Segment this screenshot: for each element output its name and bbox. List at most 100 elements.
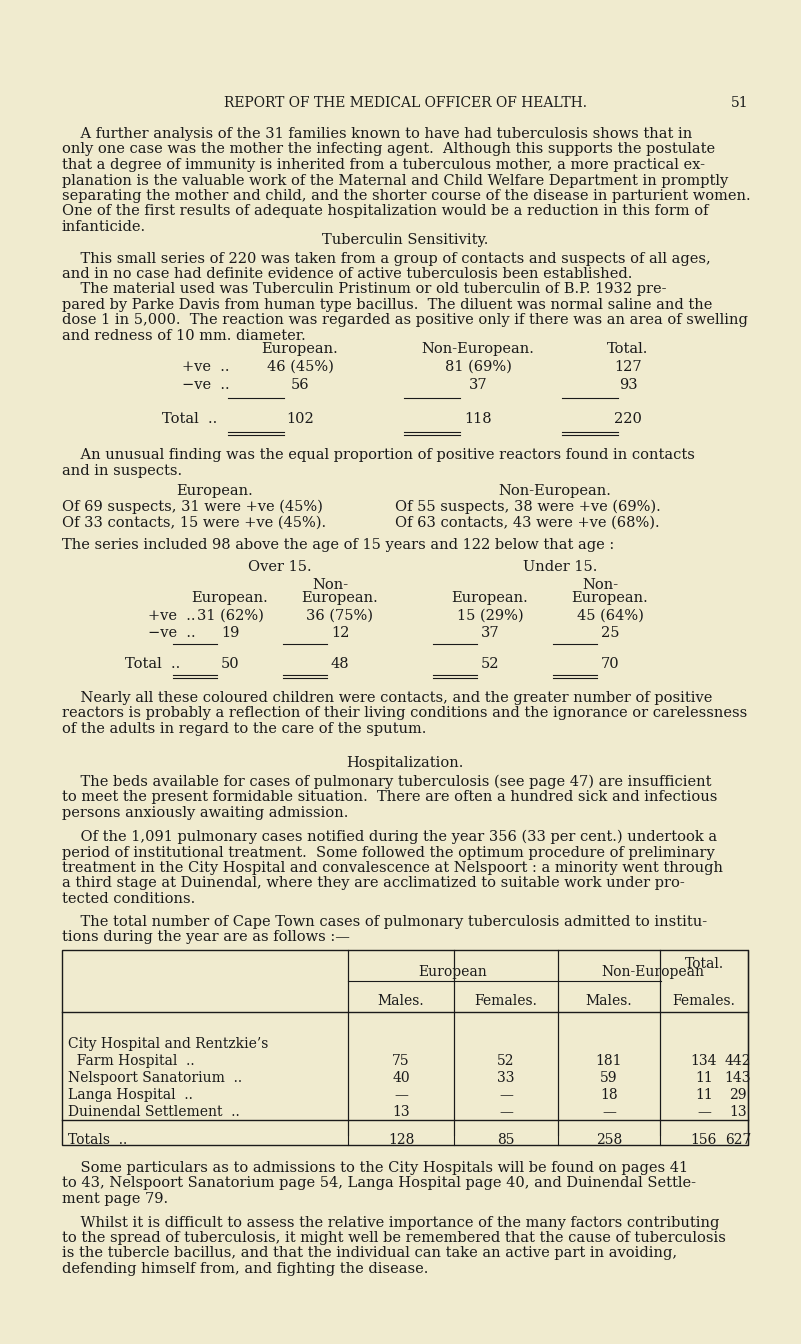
- Text: 59: 59: [600, 1071, 618, 1085]
- Text: —: —: [499, 1089, 513, 1102]
- Text: −ve  ..: −ve ..: [148, 626, 195, 640]
- Text: infanticide.: infanticide.: [62, 220, 146, 234]
- Text: The series included 98 above the age of 15 years and 122 below that age :: The series included 98 above the age of …: [62, 538, 614, 552]
- Text: One of the first results of adequate hospitalization would be a reduction in thi: One of the first results of adequate hos…: [62, 204, 709, 219]
- Text: —: —: [499, 1105, 513, 1120]
- Text: tected conditions.: tected conditions.: [62, 892, 195, 906]
- Text: 13: 13: [729, 1105, 747, 1120]
- Text: European.: European.: [302, 591, 378, 605]
- Text: 11: 11: [695, 1071, 713, 1085]
- Text: and in no case had definite evidence of active tuberculosis been established.: and in no case had definite evidence of …: [62, 267, 632, 281]
- Text: 19: 19: [221, 626, 239, 640]
- Text: −ve  ..: −ve ..: [182, 378, 230, 392]
- Text: 33: 33: [497, 1071, 515, 1085]
- Text: 181: 181: [596, 1054, 622, 1068]
- Text: 56: 56: [291, 378, 309, 392]
- Text: 25: 25: [601, 626, 619, 640]
- Text: and in suspects.: and in suspects.: [62, 464, 182, 477]
- Text: Some particulars as to admissions to the City Hospitals will be found on pages 4: Some particulars as to admissions to the…: [62, 1161, 688, 1175]
- Text: Females.: Females.: [474, 995, 537, 1008]
- Text: 81 (69%): 81 (69%): [445, 360, 511, 374]
- Text: 75: 75: [392, 1054, 410, 1068]
- Text: Non-European: Non-European: [602, 965, 705, 978]
- Text: of the adults in regard to the care of the sputum.: of the adults in regard to the care of t…: [62, 722, 426, 737]
- Text: Non-European.: Non-European.: [498, 484, 611, 499]
- Text: a third stage at Duinendal, where they are acclimatized to suitable work under p: a third stage at Duinendal, where they a…: [62, 876, 685, 891]
- Text: 220: 220: [614, 413, 642, 426]
- Text: +ve  ..: +ve ..: [148, 609, 195, 624]
- Text: 52: 52: [497, 1054, 515, 1068]
- Text: Total.: Total.: [684, 957, 723, 970]
- Text: and redness of 10 mm. diameter.: and redness of 10 mm. diameter.: [62, 328, 306, 343]
- Text: treatment in the City Hospital and convalescence at Nelspoort : a minority went : treatment in the City Hospital and conva…: [62, 862, 723, 875]
- Text: European.: European.: [177, 484, 253, 499]
- Text: Langa Hospital  ..: Langa Hospital ..: [68, 1089, 193, 1102]
- Text: Non-: Non-: [582, 578, 618, 591]
- Text: 15 (29%): 15 (29%): [457, 609, 523, 624]
- Text: only one case was the mother the infecting agent.  Although this supports the po: only one case was the mother the infecti…: [62, 142, 715, 156]
- Text: period of institutional treatment.  Some followed the optimum procedure of preli: period of institutional treatment. Some …: [62, 845, 714, 860]
- Text: European.: European.: [572, 591, 648, 605]
- Text: —: —: [394, 1089, 408, 1102]
- Text: 156: 156: [690, 1133, 717, 1146]
- Bar: [62, 950, 748, 1145]
- Text: Nelspoort Sanatorium  ..: Nelspoort Sanatorium ..: [68, 1071, 242, 1085]
- Text: —: —: [697, 1105, 711, 1120]
- Text: is the tubercle bacillus, and that the individual can take an active part in avo: is the tubercle bacillus, and that the i…: [62, 1246, 677, 1261]
- Text: defending himself from, and fighting the disease.: defending himself from, and fighting the…: [62, 1262, 429, 1275]
- Text: 70: 70: [601, 657, 619, 671]
- Text: reactors is probably a reflection of their living conditions and the ignorance o: reactors is probably a reflection of the…: [62, 707, 747, 720]
- Text: 127: 127: [614, 360, 642, 374]
- Text: dose 1 in 5,000.  The reaction was regarded as positive only if there was an are: dose 1 in 5,000. The reaction was regard…: [62, 313, 748, 327]
- Text: Males.: Males.: [586, 995, 632, 1008]
- Text: Of the 1,091 pulmonary cases notified during the year 356 (33 per cent.) underto: Of the 1,091 pulmonary cases notified du…: [62, 831, 717, 844]
- Text: Non-: Non-: [312, 578, 348, 591]
- Text: The total number of Cape Town cases of pulmonary tuberculosis admitted to instit: The total number of Cape Town cases of p…: [62, 915, 707, 929]
- Text: to the spread of tuberculosis, it might well be remembered that the cause of tub: to the spread of tuberculosis, it might …: [62, 1231, 726, 1245]
- Text: Total  ..: Total ..: [125, 657, 180, 671]
- Text: 29: 29: [729, 1089, 747, 1102]
- Text: tions during the year are as follows :—: tions during the year are as follows :—: [62, 930, 350, 945]
- Text: 118: 118: [465, 413, 492, 426]
- Text: European.: European.: [262, 341, 338, 356]
- Text: ment page 79.: ment page 79.: [62, 1192, 168, 1206]
- Text: 50: 50: [221, 657, 239, 671]
- Text: pared by Parke Davis from human type bacillus.  The diluent was normal saline an: pared by Parke Davis from human type bac…: [62, 297, 712, 312]
- Text: 51: 51: [731, 95, 748, 110]
- Text: to meet the present formidable situation.  There are often a hundred sick and in: to meet the present formidable situation…: [62, 790, 718, 805]
- Text: Whilst it is difficult to assess the relative importance of the many factors con: Whilst it is difficult to assess the rel…: [62, 1215, 719, 1230]
- Text: European: European: [419, 965, 487, 978]
- Text: 11: 11: [695, 1089, 713, 1102]
- Text: 36 (75%): 36 (75%): [307, 609, 373, 624]
- Text: European.: European.: [452, 591, 529, 605]
- Text: Over 15.: Over 15.: [248, 560, 312, 574]
- Text: 128: 128: [388, 1133, 414, 1146]
- Text: Total.: Total.: [607, 341, 649, 356]
- Text: 18: 18: [600, 1089, 618, 1102]
- Text: 48: 48: [331, 657, 349, 671]
- Text: The material used was Tuberculin Pristinum or old tuberculin of B.P. 1932 pre-: The material used was Tuberculin Pristin…: [62, 282, 666, 296]
- Text: planation is the valuable work of the Maternal and Child Welfare Department in p: planation is the valuable work of the Ma…: [62, 173, 728, 188]
- Text: that a degree of immunity is inherited from a tuberculous mother, a more practic: that a degree of immunity is inherited f…: [62, 159, 705, 172]
- Text: 13: 13: [392, 1105, 410, 1120]
- Text: Hospitalization.: Hospitalization.: [346, 755, 464, 770]
- Text: 143: 143: [725, 1071, 751, 1085]
- Text: 45 (64%): 45 (64%): [577, 609, 643, 624]
- Text: Of 69 suspects, 31 were +ve (45%): Of 69 suspects, 31 were +ve (45%): [62, 500, 323, 515]
- Text: Duinendal Settlement  ..: Duinendal Settlement ..: [68, 1105, 239, 1120]
- Text: 627: 627: [725, 1133, 751, 1146]
- Text: 40: 40: [392, 1071, 410, 1085]
- Text: Nearly all these coloured children were contacts, and the greater number of posi: Nearly all these coloured children were …: [62, 691, 712, 706]
- Text: persons anxiously awaiting admission.: persons anxiously awaiting admission.: [62, 806, 348, 820]
- Text: Females.: Females.: [673, 995, 735, 1008]
- Text: Males.: Males.: [378, 995, 425, 1008]
- Text: Under 15.: Under 15.: [523, 560, 598, 574]
- Text: REPORT OF THE MEDICAL OFFICER OF HEALTH.: REPORT OF THE MEDICAL OFFICER OF HEALTH.: [223, 95, 586, 110]
- Text: City Hospital and Rentzkie’s: City Hospital and Rentzkie’s: [68, 1038, 268, 1051]
- Text: Of 63 contacts, 43 were +ve (68%).: Of 63 contacts, 43 were +ve (68%).: [395, 516, 660, 530]
- Text: An unusual finding was the equal proportion of positive reactors found in contac: An unusual finding was the equal proport…: [62, 448, 695, 462]
- Text: 134: 134: [690, 1054, 717, 1068]
- Text: A further analysis of the 31 families known to have had tuberculosis shows that : A further analysis of the 31 families kn…: [62, 126, 692, 141]
- Text: Non-European.: Non-European.: [421, 341, 534, 356]
- Text: Of 55 suspects, 38 were +ve (69%).: Of 55 suspects, 38 were +ve (69%).: [395, 500, 661, 515]
